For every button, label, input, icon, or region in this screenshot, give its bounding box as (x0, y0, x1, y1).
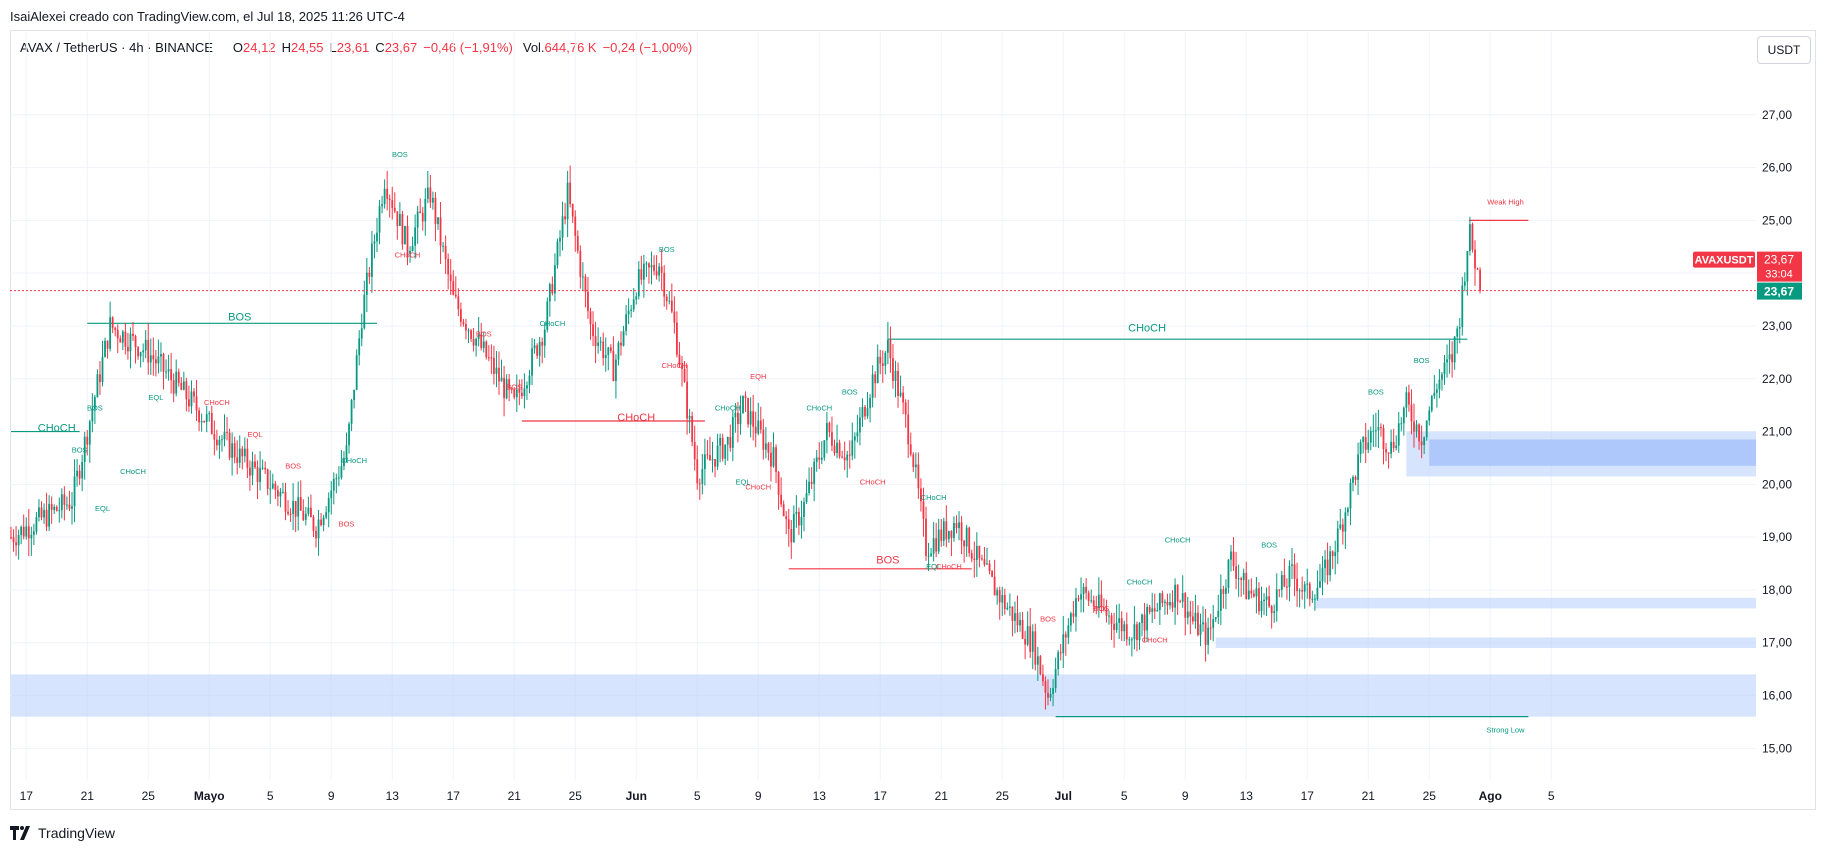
open-value: 24,12 (243, 40, 276, 55)
tradingview-logo-icon (10, 826, 32, 840)
change-value: −0,46 (−1,91%) (423, 40, 513, 55)
open-label: O (232, 40, 244, 55)
symbol-label[interactable]: AVAX / TetherUS · 4h · BINANCE (20, 40, 213, 55)
volume-label: Vol. (522, 40, 545, 55)
volume-change: −0,24 (−1,00%) (602, 40, 693, 55)
high-label: H (281, 40, 291, 55)
close-label: C (375, 40, 385, 55)
low-value: 23,61 (336, 40, 370, 55)
volume-value: 644,76 K (544, 40, 597, 55)
chart-credit: IsaiAlexei creado con TradingView.com, e… (10, 9, 405, 24)
low-label: L (329, 40, 337, 55)
high-value: 24,55 (290, 40, 324, 55)
chart-frame[interactable] (10, 30, 1816, 810)
close-value: 23,67 (384, 40, 418, 55)
footer-brand[interactable]: TradingView (10, 825, 115, 841)
currency-button[interactable]: USDT (1757, 36, 1811, 64)
tradingview-brand: TradingView (38, 825, 116, 841)
